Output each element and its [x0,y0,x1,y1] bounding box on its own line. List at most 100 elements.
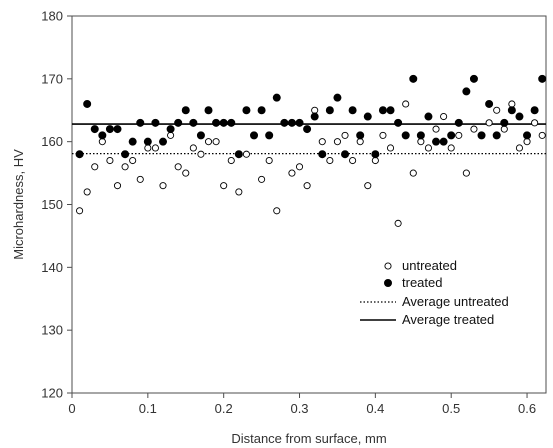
treated-point [432,137,441,146]
data-points [75,74,547,227]
treated-point [272,93,281,102]
y-tick-label: 140 [41,260,63,275]
treated-point [174,118,183,127]
treated-point [303,125,312,134]
untreated-point [220,182,228,190]
treated-point [409,74,418,83]
untreated-point [76,207,84,215]
treated-point [166,125,175,134]
treated-point [416,131,425,140]
x-tick-label: 0.5 [442,401,460,416]
treated-point [310,112,319,121]
treated-point [257,106,266,115]
y-tick-label: 160 [41,134,63,149]
untreated-point [447,144,455,152]
treated-point [356,131,365,140]
untreated-point [470,125,478,133]
treated-point [348,106,357,115]
treated-point [371,150,380,159]
untreated-point [440,112,448,121]
untreated-point [189,144,197,152]
x-tick-label: 0.3 [290,401,308,416]
treated-point [128,137,137,146]
untreated-point [174,163,182,171]
treated-point [280,118,289,127]
treated-point [386,106,395,115]
treated-point [341,150,350,159]
treated-point [523,131,532,140]
treated-point [219,118,228,127]
treated-point [439,137,448,146]
untreated-point [91,163,99,171]
y-tick-label: 180 [41,9,63,24]
untreated-point [273,207,281,215]
untreated-point [197,150,205,158]
untreated-point [136,175,144,183]
treated-point [151,118,160,127]
treated-point [265,131,274,140]
treated-point [189,118,198,127]
y-tick-label: 150 [41,197,63,212]
x-tick-label: 0.6 [518,401,536,416]
untreated-point [318,138,326,146]
untreated-point [349,156,357,165]
untreated-point [409,169,417,177]
treated-point [121,150,130,159]
untreated-point [167,131,175,139]
untreated-point [182,169,190,177]
treated-point [98,131,107,140]
treated-point [83,99,92,108]
y-tick-label: 120 [41,386,63,401]
treated-point [75,150,84,159]
treated-point [204,106,213,115]
legend: untreated treated Average untreated Average… [360,258,509,327]
untreated-point [265,156,273,165]
untreated-point [386,144,395,152]
treated-point [363,112,372,121]
untreated-point [303,182,311,190]
untreated-point [508,100,516,108]
x-tick-label: 0 [68,401,75,416]
untreated-point [515,144,524,152]
treated-point [105,125,114,134]
legend-marker-treated [383,278,392,287]
treated-point [401,131,410,140]
untreated-point [462,169,470,177]
treated-point [477,131,486,140]
legend-label: Average treated [402,312,494,327]
treated-point [333,93,342,102]
untreated-point [113,182,122,190]
legend-marker-untreated [384,262,392,270]
untreated-point [151,144,159,152]
treated-point [143,137,152,146]
untreated-point [212,138,220,146]
treated-point [394,118,403,127]
untreated-point [129,156,137,165]
treated-point [500,118,509,127]
untreated-point [204,138,213,146]
treated-point [196,131,205,140]
untreated-point [432,125,440,133]
treated-point [227,118,236,127]
treated-point [447,131,456,140]
x-tick-label: 0.1 [139,401,157,416]
untreated-point [288,169,296,177]
legend-label: treated [402,275,442,290]
treated-point [287,118,296,127]
treated-point [469,74,478,83]
y-tick-label: 130 [41,323,63,338]
untreated-point [258,175,266,183]
untreated-point [295,163,304,171]
untreated-point [311,106,319,114]
treated-point [530,106,539,115]
untreated-point [364,182,372,190]
treated-point [181,106,190,115]
treated-point [90,125,99,134]
treated-point [325,106,334,115]
treated-point [485,99,494,108]
untreated-point [356,138,364,146]
untreated-point [333,138,341,146]
untreated-point [106,156,114,165]
legend-label: untreated [402,258,457,273]
